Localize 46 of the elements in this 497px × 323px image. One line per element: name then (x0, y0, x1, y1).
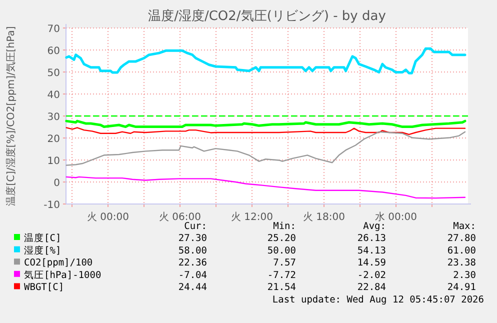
x-tick-label: 水 00:00 (375, 211, 417, 223)
y-tick-label: -10 (44, 200, 60, 211)
text: Cur: (184, 221, 207, 232)
y-tick-label: 10 (47, 156, 60, 167)
y-tick-label: 70 (47, 24, 60, 35)
x-tick-label: 火 06:00 (159, 211, 201, 223)
legend-label: 湿度[%] (24, 244, 62, 256)
text: 7.57 (273, 258, 296, 269)
y-tick-label: 20 (47, 134, 60, 145)
text: -7.72 (267, 270, 296, 281)
y-tick-label: 60 (47, 46, 60, 57)
y-tick-label: 50 (47, 68, 60, 79)
text: 24.91 (447, 282, 476, 294)
text: 24.44 (178, 282, 208, 294)
x-tick-label: 火 18:00 (303, 211, 345, 223)
text: -2.02 (357, 270, 386, 281)
text: 27.80 (447, 233, 476, 244)
text: 23.38 (447, 258, 476, 269)
text: Avg: (363, 221, 386, 232)
text: Min: (273, 221, 296, 232)
x-tick-label: 火 00:00 (87, 211, 129, 223)
text: Last update: Wed Aug 12 05:45:07 2026 (272, 294, 484, 306)
text: -7.04 (178, 270, 208, 281)
y-tick-label: 40 (47, 90, 60, 101)
text: 21.54 (267, 282, 296, 294)
text: 25.20 (267, 233, 296, 244)
x-tick-label: 火 12:00 (231, 211, 273, 223)
y-axis-title: 温度[C]/湿度[%]/CO2[ppm]/気圧[hPa] (5, 26, 17, 206)
y-tick-label: 30 (47, 112, 60, 123)
text: 2.30 (453, 270, 476, 281)
y-tick-label: 0 (54, 178, 60, 189)
text: 58.00 (178, 245, 208, 256)
chart-title: 温度/湿度/CO2/気圧(リビング) - by day (148, 8, 386, 24)
text: 61.00 (447, 245, 476, 256)
text: Max: (453, 221, 476, 232)
legend-label: 温度[C] (24, 232, 62, 244)
text: 22.36 (178, 258, 208, 269)
text: 50.00 (267, 245, 296, 256)
text: 27.30 (178, 233, 208, 244)
text: 14.59 (357, 258, 386, 269)
legend-label: WBGT[C] (24, 282, 64, 294)
text: 54.13 (357, 245, 386, 256)
text: 22.84 (357, 282, 386, 294)
text: 26.13 (357, 233, 386, 244)
legend-label: CO2[ppm]/100 (24, 258, 93, 269)
legend-label: 気圧[hPa]-1000 (24, 270, 102, 281)
